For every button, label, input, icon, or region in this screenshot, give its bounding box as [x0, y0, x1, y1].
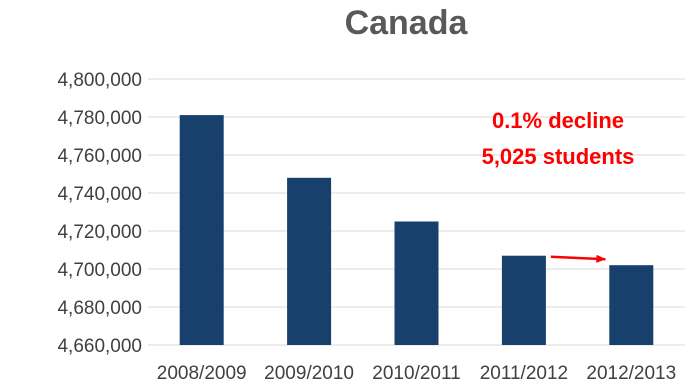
x-tick-label: 2012/2013: [586, 363, 676, 384]
y-tick-label: 4,760,000: [57, 146, 142, 167]
y-axis-tick-labels: 4,660,000 4,680,000 4,700,000 4,720,000 4,74…: [57, 70, 142, 357]
y-tick-label: 4,720,000: [57, 222, 142, 243]
y-tick-label: 4,700,000: [57, 260, 142, 281]
x-tick-label: 2010/2011: [372, 363, 460, 384]
x-tick-label: 2009/2010: [264, 363, 354, 384]
bar-2009-2010: [287, 177, 332, 345]
annotation-arrow: [550, 254, 607, 263]
bar-2010-2011: [394, 221, 439, 345]
y-tick-label: 4,800,000: [57, 70, 142, 91]
y-tick-label: 4,780,000: [57, 108, 142, 129]
annotation-decline-students: 5,025 students: [482, 144, 635, 169]
bar-2008-2009: [179, 115, 224, 345]
x-axis-tick-labels: 2008/2009 2009/2010 2010/2011 2011/2012 2012…: [157, 363, 676, 384]
bar-2011-2012: [501, 255, 546, 345]
bars: [179, 115, 654, 345]
y-tick-label: 4,680,000: [57, 298, 142, 319]
y-tick-label: 4,740,000: [57, 184, 142, 205]
x-tick-label: 2011/2012: [480, 363, 568, 384]
y-tick-label: 4,660,000: [57, 336, 142, 357]
x-tick-label: 2008/2009: [157, 363, 247, 384]
annotation-decline-percent: 0.1% decline: [492, 108, 624, 133]
bar-2012-2013: [609, 265, 654, 345]
chart-title: Canada: [345, 4, 469, 42]
